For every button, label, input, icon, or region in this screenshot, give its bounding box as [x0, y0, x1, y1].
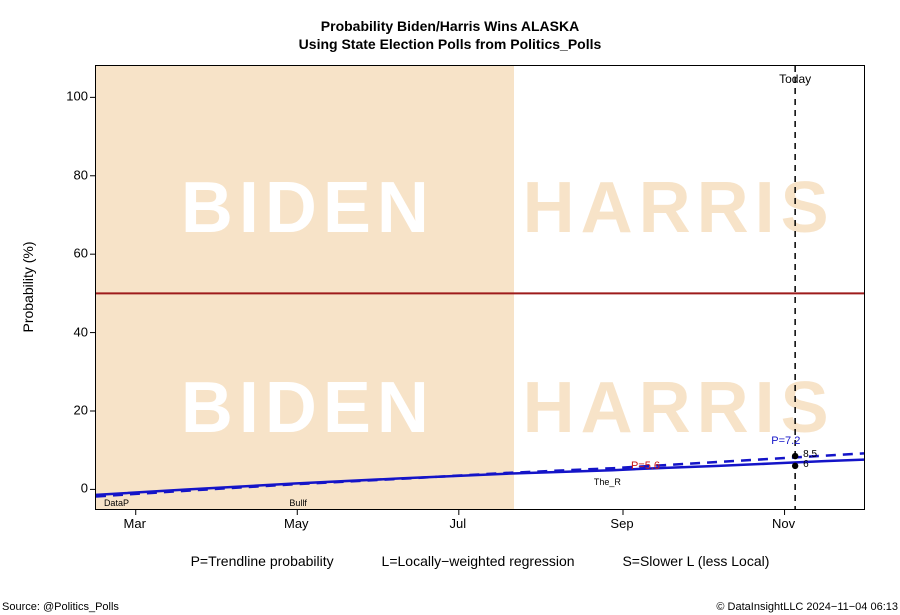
p-equals-red-label: P=5.6	[631, 460, 660, 472]
legend-p: P=Trendline probability	[191, 553, 334, 569]
marker-value-label: 6	[803, 459, 809, 470]
x-tick-label: Mar	[124, 516, 146, 531]
legend-s: S=Slower L (less Local)	[622, 553, 769, 569]
footer: Source: @Politics_Polls © DataInsightLLC…	[0, 601, 900, 613]
x-tick-label: Nov	[772, 516, 795, 531]
y-tick-label: 80	[48, 167, 88, 182]
pollster-annot: DataP	[104, 498, 129, 508]
x-tick-label: May	[284, 516, 309, 531]
x-tick-label: Sep	[610, 516, 633, 531]
chart-root: Probability Biden/Harris Wins ALASKA Usi…	[0, 0, 900, 615]
pollster-annot: The_R	[594, 477, 621, 487]
marker-value-label: 8.5	[803, 449, 817, 460]
y-tick-label: 40	[48, 324, 88, 339]
plot-area: BIDENBIDENHARRISHARRIS68.5P=7.2P=5.6Data…	[95, 65, 865, 510]
legend-l: L=Locally−weighted regression	[382, 553, 575, 569]
y-tick-label: 0	[48, 481, 88, 496]
p-equals-blue-label: P=7.2	[771, 435, 800, 447]
svg-layer	[96, 66, 864, 509]
title-line-1: Probability Biden/Harris Wins ALASKA	[0, 18, 900, 36]
y-tick-label: 20	[48, 402, 88, 417]
footer-credit: © DataInsightLLC 2024−11−04 06:13	[716, 601, 898, 613]
chart-title: Probability Biden/Harris Wins ALASKA Usi…	[0, 18, 900, 53]
title-line-2: Using State Election Polls from Politics…	[0, 36, 900, 54]
today-marker	[792, 463, 798, 469]
footer-source: Source: @Politics_Polls	[2, 601, 119, 613]
y-axis-label: Probability (%)	[20, 241, 36, 332]
x-tick-label: Jul	[450, 516, 467, 531]
trend-solid-line	[96, 460, 864, 495]
legend: P=Trendline probability L=Locally−weight…	[95, 553, 865, 569]
y-tick-label: 100	[48, 89, 88, 104]
today-label: Today	[779, 72, 811, 86]
pollster-annot: Bullf	[289, 498, 307, 508]
y-tick-label: 60	[48, 246, 88, 261]
today-marker	[792, 453, 798, 459]
